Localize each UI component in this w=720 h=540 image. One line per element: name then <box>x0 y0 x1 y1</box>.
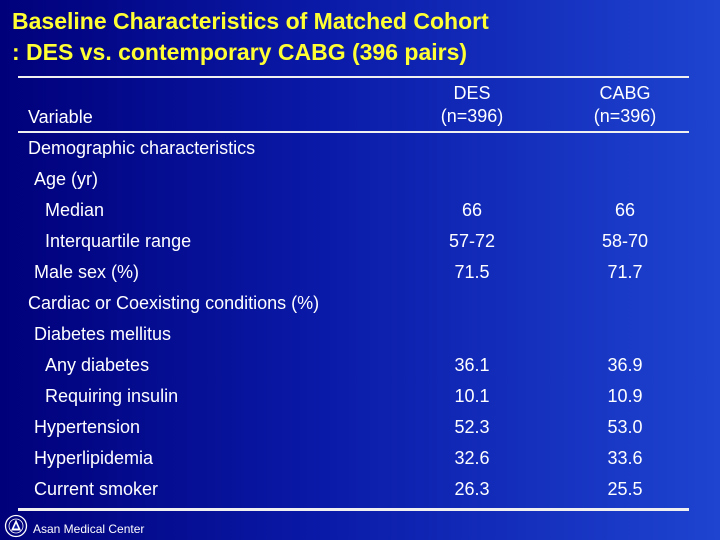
row-label: Male sex (%) <box>34 262 140 282</box>
row-label: Demographic characteristics <box>28 138 256 158</box>
table-row: Hyperlipidemia 32.6 33.6 <box>0 443 720 474</box>
cabg-value: 66 <box>614 200 636 220</box>
des-value: 71.5 <box>454 262 490 282</box>
table-row: Diabetes mellitus <box>0 319 720 350</box>
asan-medical-center-logo-icon <box>4 514 28 538</box>
des-value: 36.1 <box>454 355 490 375</box>
des-column-name: DES <box>453 83 491 103</box>
cabg-value: 58-70 <box>601 231 649 251</box>
des-value: 10.1 <box>454 386 490 406</box>
cabg-value: 71.7 <box>607 262 643 282</box>
cabg-column-n: (n=396) <box>593 106 657 126</box>
row-label: Current smoker <box>34 479 159 499</box>
footer-institution-name: Asan Medical Center <box>33 522 145 536</box>
row-label: Cardiac or Coexisting conditions (%) <box>28 293 320 313</box>
table-row: Median 66 66 <box>0 195 720 226</box>
table-bottom-rule <box>18 508 689 511</box>
title-line-2: : DES vs. contemporary CABG (396 pairs) <box>12 39 468 65</box>
row-label: Any diabetes <box>45 355 150 375</box>
table-row: Male sex (%) 71.5 71.7 <box>0 257 720 288</box>
row-label: Diabetes mellitus <box>34 324 172 344</box>
table-body: Demographic characteristics Age (yr) Med… <box>0 133 720 505</box>
cabg-value: 53.0 <box>607 417 643 437</box>
row-label: Requiring insulin <box>45 386 179 406</box>
des-column-n: (n=396) <box>440 106 504 126</box>
des-column-header: DES (n=396) <box>412 82 532 128</box>
des-value: 66 <box>461 200 483 220</box>
cabg-column-header: CABG (n=396) <box>565 82 685 128</box>
cabg-value: 33.6 <box>607 448 643 468</box>
des-value: 26.3 <box>454 479 490 499</box>
table-row: Requiring insulin 10.1 10.9 <box>0 381 720 412</box>
table-row: Any diabetes 36.1 36.9 <box>0 350 720 381</box>
table-row: Current smoker 26.3 25.5 <box>0 474 720 505</box>
cabg-value: 25.5 <box>607 479 643 499</box>
des-value: 52.3 <box>454 417 490 437</box>
table-row: Cardiac or Coexisting conditions (%) <box>0 288 720 319</box>
variable-column-header: Variable <box>28 107 93 127</box>
row-label: Interquartile range <box>45 231 192 251</box>
cabg-column-name: CABG <box>599 83 651 103</box>
slide-title: Baseline Characteristics of Matched Coho… <box>12 6 489 68</box>
table-row: Demographic characteristics <box>0 133 720 164</box>
row-label: Hyperlipidemia <box>34 448 154 468</box>
cabg-value: 36.9 <box>607 355 643 375</box>
row-label: Hypertension <box>34 417 141 437</box>
row-label: Median <box>45 200 105 220</box>
table-row: Interquartile range 57-72 58-70 <box>0 226 720 257</box>
row-label: Age (yr) <box>34 169 99 189</box>
table-top-rule <box>18 76 689 78</box>
title-line-1: Baseline Characteristics of Matched Coho… <box>12 8 489 34</box>
table-row: Age (yr) <box>0 164 720 195</box>
des-value: 32.6 <box>454 448 490 468</box>
des-value: 57-72 <box>448 231 496 251</box>
cabg-value: 10.9 <box>607 386 643 406</box>
table-header-rule <box>18 131 689 133</box>
table-row: Hypertension 52.3 53.0 <box>0 412 720 443</box>
